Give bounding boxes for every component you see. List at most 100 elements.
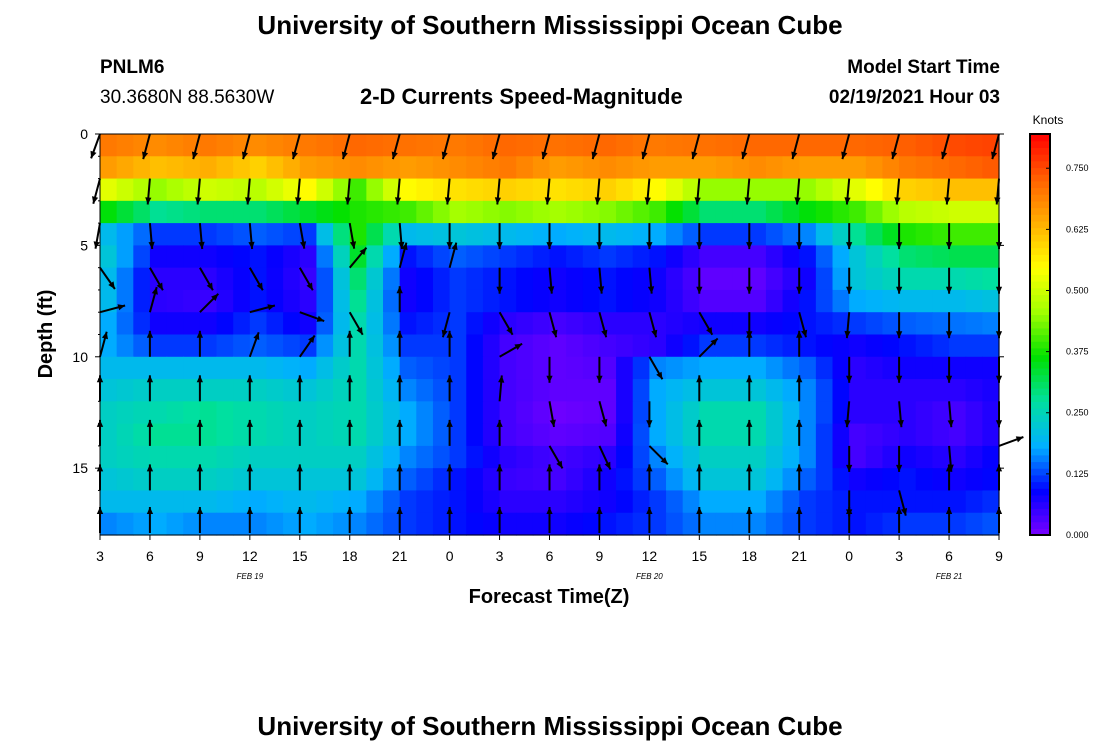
heatmap-cell — [499, 134, 517, 157]
heatmap-cell — [566, 490, 584, 514]
current-arrow — [146, 464, 154, 491]
heatmap-cell — [133, 401, 151, 425]
heatmap-cell — [632, 512, 650, 536]
heatmap-cell — [815, 289, 834, 313]
arrow-head — [142, 151, 149, 160]
current-arrow — [199, 293, 220, 313]
heatmap-cell — [599, 156, 617, 180]
arrow-head — [746, 419, 753, 427]
colorbar-tick-label: 0.500 — [1066, 285, 1089, 295]
current-arrow — [897, 401, 904, 428]
heatmap-cell — [283, 490, 301, 514]
heatmap-cell — [899, 267, 917, 291]
heatmap-cell — [899, 445, 917, 469]
heatmap-cell — [449, 356, 467, 380]
arrow-head — [794, 197, 801, 205]
heatmap-cell — [549, 401, 567, 425]
heatmap-cell — [432, 490, 451, 514]
heatmap-cell — [882, 178, 900, 202]
heatmap-cell — [932, 334, 950, 358]
current-arrow — [846, 267, 853, 294]
heatmap-cell — [432, 423, 451, 447]
arrow-head — [546, 464, 553, 472]
x-tick-label: 3 — [96, 548, 104, 564]
heatmap-cell — [283, 334, 301, 358]
heatmap-cell — [765, 401, 784, 425]
arrow-head — [846, 286, 853, 294]
heatmap-cell — [432, 178, 451, 202]
heatmap-cell — [832, 267, 850, 291]
heatmap-cell — [566, 156, 584, 180]
arrow-head — [346, 375, 353, 383]
heatmap-cell — [849, 334, 867, 358]
colorbar-band — [1030, 474, 1050, 483]
heatmap-cell — [915, 200, 934, 224]
heatmap-cell — [316, 401, 334, 425]
heatmap-cell — [532, 468, 551, 492]
heatmap-cell — [383, 245, 401, 269]
current-arrow — [947, 401, 954, 428]
heatmap-cell — [666, 200, 684, 224]
arrow-head — [896, 507, 903, 514]
current-arrow — [691, 133, 701, 160]
heatmap-cell — [482, 200, 501, 224]
heatmap-cell — [466, 245, 484, 269]
heatmap-cell — [715, 445, 734, 469]
colorbar-band — [1030, 154, 1050, 162]
current-arrow — [696, 507, 703, 533]
heatmap-cell — [982, 267, 1000, 291]
heatmap-cell — [333, 512, 351, 536]
heatmap-cell — [932, 512, 950, 536]
heatmap-cell — [333, 178, 351, 202]
heatmap-cell — [682, 223, 700, 246]
heatmap-cell — [532, 267, 551, 291]
arrow-head — [246, 507, 253, 514]
heatmap-cell — [499, 512, 517, 536]
current-arrow — [99, 267, 116, 290]
heatmap-cell — [899, 401, 917, 425]
heatmap-cell — [632, 200, 650, 224]
heatmap-cell — [832, 334, 850, 358]
current-arrow — [142, 133, 151, 160]
heatmap-cell — [466, 289, 484, 313]
heatmap-cell — [233, 178, 251, 202]
heatmap-cell — [299, 156, 318, 180]
current-arrow — [496, 267, 503, 294]
heatmap-cell — [316, 512, 334, 536]
heatmap-cell — [566, 468, 584, 492]
colorbar-band — [1030, 307, 1050, 316]
heatmap-cell — [899, 468, 917, 492]
heatmap-cell — [183, 490, 201, 514]
heatmap-cell — [982, 445, 1000, 469]
heatmap-cell — [882, 512, 900, 536]
heatmap-cell — [199, 200, 218, 224]
x-tick-label: 12 — [242, 548, 258, 564]
heatmap-cell — [366, 423, 384, 447]
heatmap-cell — [849, 178, 867, 202]
colorbar-band — [1030, 434, 1050, 443]
heatmap-cell — [749, 289, 767, 313]
heatmap-cell — [116, 356, 134, 380]
arrow-head — [846, 242, 853, 250]
current-arrow — [548, 311, 558, 338]
heatmap-cell — [549, 490, 567, 514]
arrow-head — [896, 242, 903, 250]
heatmap-cell — [632, 178, 650, 202]
heatmap-cell — [399, 134, 417, 157]
heatmap-cell — [283, 267, 301, 291]
heatmap-cell — [133, 178, 151, 202]
arrow-head — [148, 241, 155, 249]
speed-heatmap — [100, 134, 1000, 536]
x-tick-label: 21 — [791, 548, 807, 564]
heatmap-cell — [482, 445, 501, 469]
heatmap-cell — [249, 512, 268, 536]
heatmap-cell — [366, 178, 384, 202]
arrow-head — [308, 335, 315, 343]
heatmap-cell — [799, 156, 817, 180]
heatmap-cell — [416, 200, 434, 224]
current-arrow — [99, 304, 126, 314]
heatmap-cell — [749, 178, 767, 202]
heatmap-cell — [166, 379, 184, 402]
heatmap-cell — [349, 134, 367, 157]
arrow-head — [696, 419, 703, 427]
